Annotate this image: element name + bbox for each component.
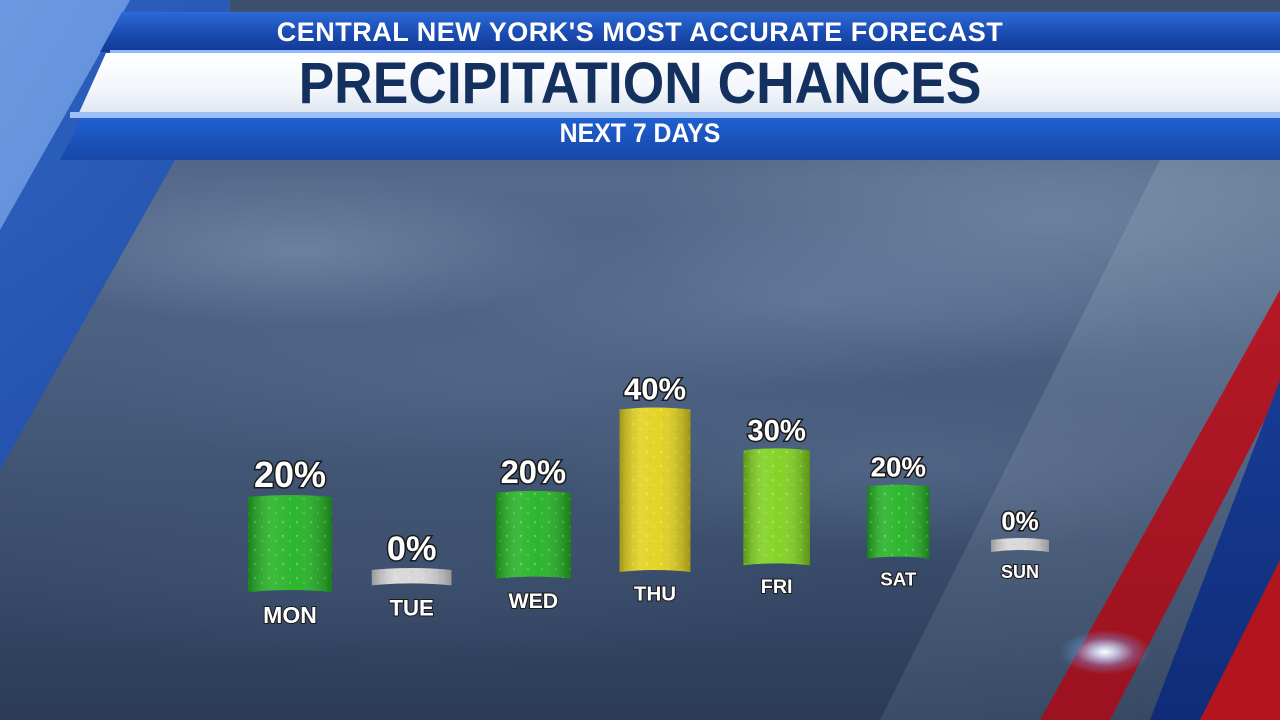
bar-shading-tue: [371, 568, 452, 586]
value-label-thu: 40%: [624, 372, 686, 407]
kicker-text: CENTRAL NEW YORK'S MOST ACCURATE FORECAS…: [276, 17, 1004, 47]
value-label-sat: 20%: [871, 452, 926, 483]
bar-group-sat: 20% SAT: [867, 450, 930, 591]
page-title: PRECIPITATION CHANCES: [298, 51, 982, 116]
bar-shading-sat: [867, 484, 930, 559]
bar-group-tue: 0% TUE: [371, 529, 452, 622]
day-label-thu: THU: [634, 583, 676, 606]
bar-shading-mon: [248, 495, 332, 592]
title-banner: [78, 53, 1280, 115]
day-label-sun: SUN: [1001, 562, 1039, 582]
day-label-tue: TUE: [389, 596, 433, 621]
value-label-sun: 0%: [1001, 506, 1039, 536]
bar-group-thu: 40% THU: [619, 370, 691, 607]
lens-flare-decoration: [1060, 630, 1150, 674]
page-subtitle: NEXT 7 DAYS: [559, 118, 721, 148]
value-label-mon: 20%: [254, 454, 326, 495]
value-label-tue: 0%: [387, 530, 437, 568]
top-banner-rule: [110, 50, 1280, 53]
bar-group-sun: 0% SUN: [991, 505, 1049, 583]
value-label-wed: 20%: [501, 453, 566, 490]
bar-group-fri: 30% FRI: [743, 413, 810, 599]
bar-shading-thu: [619, 407, 691, 572]
day-label-mon: MON: [263, 602, 317, 628]
title-banner-edge: [70, 112, 1280, 118]
bar-shading-sun: [991, 538, 1049, 552]
bar-group-mon: 20% MON: [248, 453, 332, 629]
day-label-fri: FRI: [761, 576, 793, 598]
day-label-sat: SAT: [880, 569, 917, 590]
subtitle-banner: [60, 118, 1280, 160]
bar-group-wed: 20% WED: [495, 451, 571, 614]
bar-shading-wed: [495, 490, 571, 579]
value-label-fri: 30%: [747, 414, 806, 447]
bar-shading-fri: [743, 448, 810, 566]
day-label-wed: WED: [508, 589, 558, 613]
top-banner: [100, 12, 1280, 52]
